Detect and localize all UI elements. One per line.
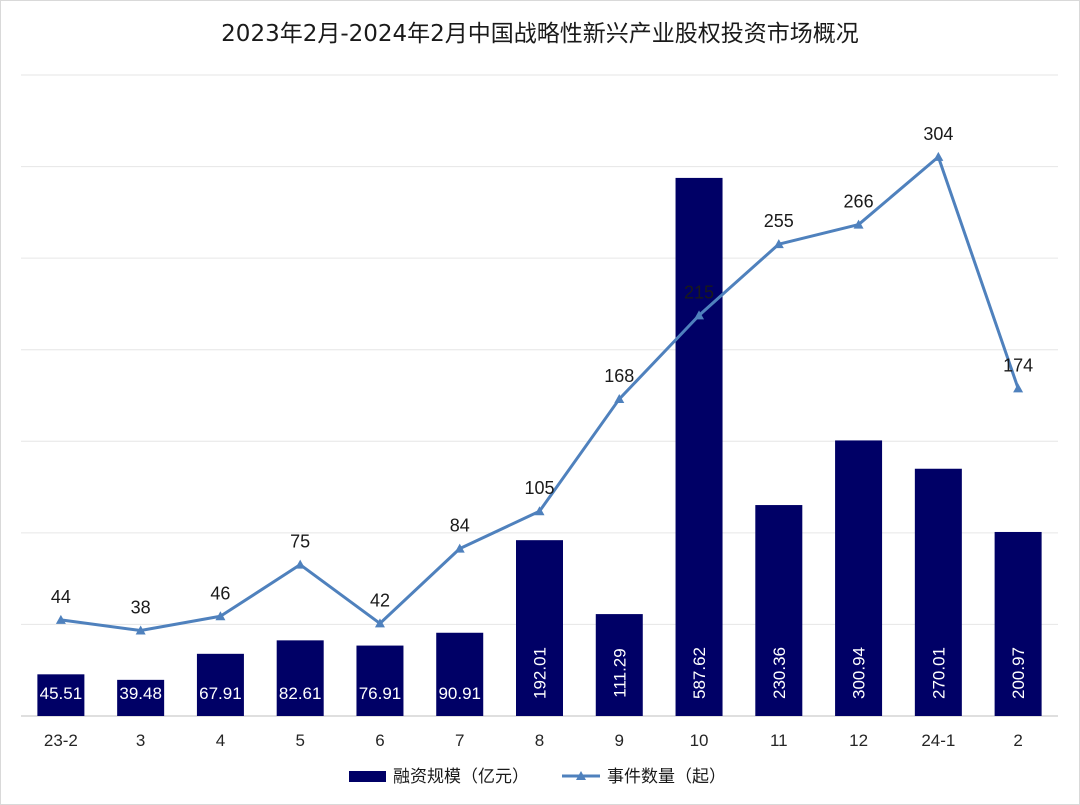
x-tick-label: 24-1 — [921, 731, 955, 750]
bar — [276, 640, 324, 716]
bar — [117, 679, 165, 716]
line-value-label: 75 — [290, 532, 310, 552]
bar-value-label: 67.91 — [199, 684, 242, 703]
legend-swatch-bar — [349, 771, 386, 782]
legend-label-line: 事件数量（起） — [607, 767, 726, 787]
bar-value-label: 200.97 — [1009, 647, 1028, 699]
x-tick-label: 12 — [849, 731, 868, 750]
bar — [37, 674, 85, 716]
line-point-marker — [295, 559, 306, 569]
bar-value-label: 39.48 — [119, 684, 162, 703]
chart-title: 2023年2月-2024年2月中国战略性新兴产业股权投资市场概况 — [221, 21, 859, 47]
bar-value-label: 300.94 — [850, 647, 869, 699]
line-value-label: 105 — [524, 478, 554, 498]
line-value-label: 46 — [210, 583, 230, 603]
line-value-label: 168 — [604, 366, 634, 386]
x-tick-label: 5 — [295, 731, 304, 750]
line-value-label: 84 — [450, 516, 470, 536]
bar — [196, 653, 244, 716]
line-value-label: 215 — [684, 282, 714, 302]
line-value-label: 38 — [131, 598, 151, 618]
bar — [356, 645, 404, 716]
line-point-marker — [454, 543, 465, 553]
line-point-marker — [853, 219, 864, 229]
x-tick-label: 7 — [455, 731, 464, 750]
bar-value-label: 230.36 — [770, 647, 789, 699]
line-point-marker — [933, 151, 944, 161]
bar-value-label: 90.91 — [438, 684, 481, 703]
bar-value-label: 45.51 — [40, 684, 83, 703]
x-tick-label: 8 — [535, 731, 544, 750]
line-value-label: 174 — [1003, 355, 1033, 375]
line-point-marker — [215, 611, 226, 621]
x-tick-label: 6 — [375, 731, 384, 750]
bar-value-label: 192.01 — [531, 647, 550, 699]
line-value-label: 266 — [844, 192, 874, 212]
bar-value-label: 111.29 — [610, 648, 629, 697]
line-point-marker — [773, 239, 784, 249]
line-point-marker — [534, 506, 545, 516]
bar — [914, 468, 962, 716]
line-point-marker — [614, 394, 625, 404]
line-point-marker — [55, 614, 66, 624]
bar-value-label: 82.61 — [279, 684, 322, 703]
bar-value-label: 270.01 — [929, 647, 948, 699]
bar — [595, 614, 643, 716]
line-value-label: 304 — [923, 124, 953, 144]
x-tick-label: 2 — [1013, 731, 1022, 750]
x-tick-label: 3 — [136, 731, 145, 750]
line-point-marker — [694, 310, 705, 320]
line-value-label: 255 — [764, 211, 794, 231]
x-tick-label: 4 — [216, 731, 225, 750]
bar-value-label: 76.91 — [359, 684, 402, 703]
bar — [436, 632, 484, 716]
bar — [994, 531, 1042, 716]
bar-value-label: 587.62 — [690, 647, 709, 699]
line-value-label: 44 — [51, 587, 71, 607]
bar — [516, 540, 563, 716]
x-tick-label: 9 — [615, 731, 624, 750]
bar — [835, 440, 883, 716]
x-tick-label: 11 — [770, 731, 788, 750]
bar — [755, 505, 803, 716]
legend-swatch-marker — [576, 771, 586, 780]
line-point-marker — [1013, 383, 1024, 393]
bar — [675, 177, 723, 717]
x-tick-label: 23-2 — [44, 731, 78, 750]
legend-label-bar: 融资规模（亿元） — [393, 767, 529, 787]
line-point-marker — [135, 625, 146, 635]
line-value-label: 42 — [370, 590, 390, 610]
x-tick-label: 10 — [690, 731, 709, 750]
line-point-marker — [374, 618, 385, 628]
